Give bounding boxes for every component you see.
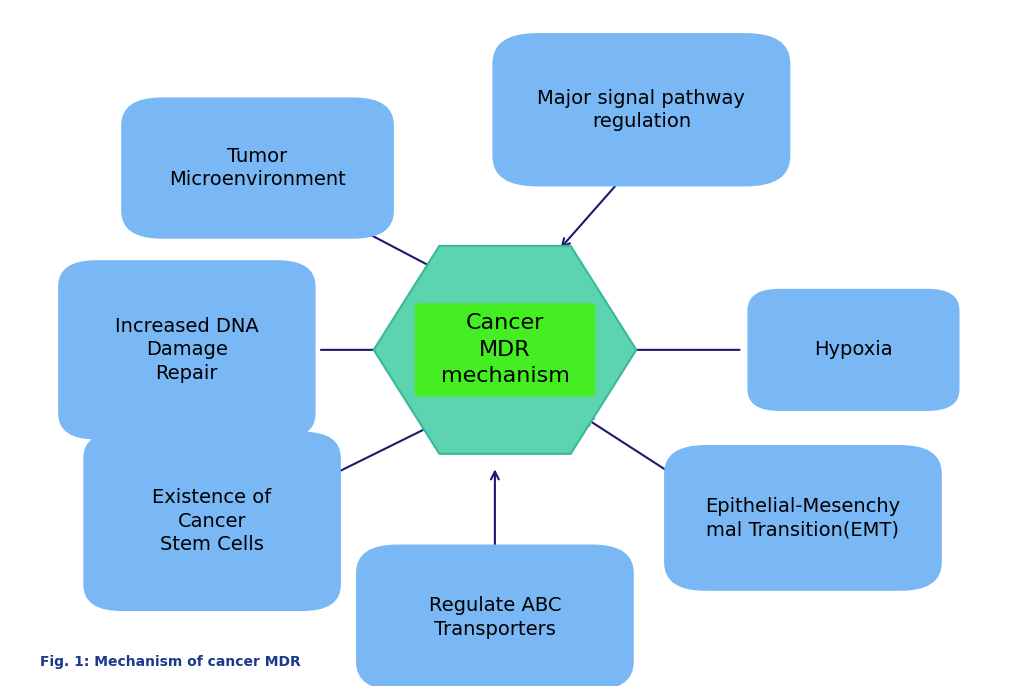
FancyBboxPatch shape [747, 289, 960, 411]
Polygon shape [374, 246, 636, 454]
Text: Cancer
MDR
mechanism: Cancer MDR mechanism [440, 314, 570, 386]
FancyBboxPatch shape [121, 97, 394, 239]
FancyBboxPatch shape [83, 431, 341, 611]
FancyBboxPatch shape [356, 545, 634, 686]
Text: Epithelial-Mesenchy
mal Transition(EMT): Epithelial-Mesenchy mal Transition(EMT) [705, 497, 901, 539]
FancyBboxPatch shape [493, 33, 790, 187]
Text: Existence of
Cancer
Stem Cells: Existence of Cancer Stem Cells [153, 488, 272, 554]
Text: Increased DNA
Damage
Repair: Increased DNA Damage Repair [115, 317, 259, 383]
Text: Tumor
Microenvironment: Tumor Microenvironment [170, 147, 345, 189]
FancyBboxPatch shape [665, 445, 942, 591]
Text: Major signal pathway
regulation: Major signal pathway regulation [537, 88, 745, 131]
FancyBboxPatch shape [59, 260, 315, 440]
Text: Hypoxia: Hypoxia [814, 340, 893, 359]
FancyBboxPatch shape [414, 303, 596, 397]
Text: Fig. 1: Mechanism of cancer MDR: Fig. 1: Mechanism of cancer MDR [40, 655, 301, 669]
Text: Regulate ABC
Transporters: Regulate ABC Transporters [428, 596, 562, 639]
